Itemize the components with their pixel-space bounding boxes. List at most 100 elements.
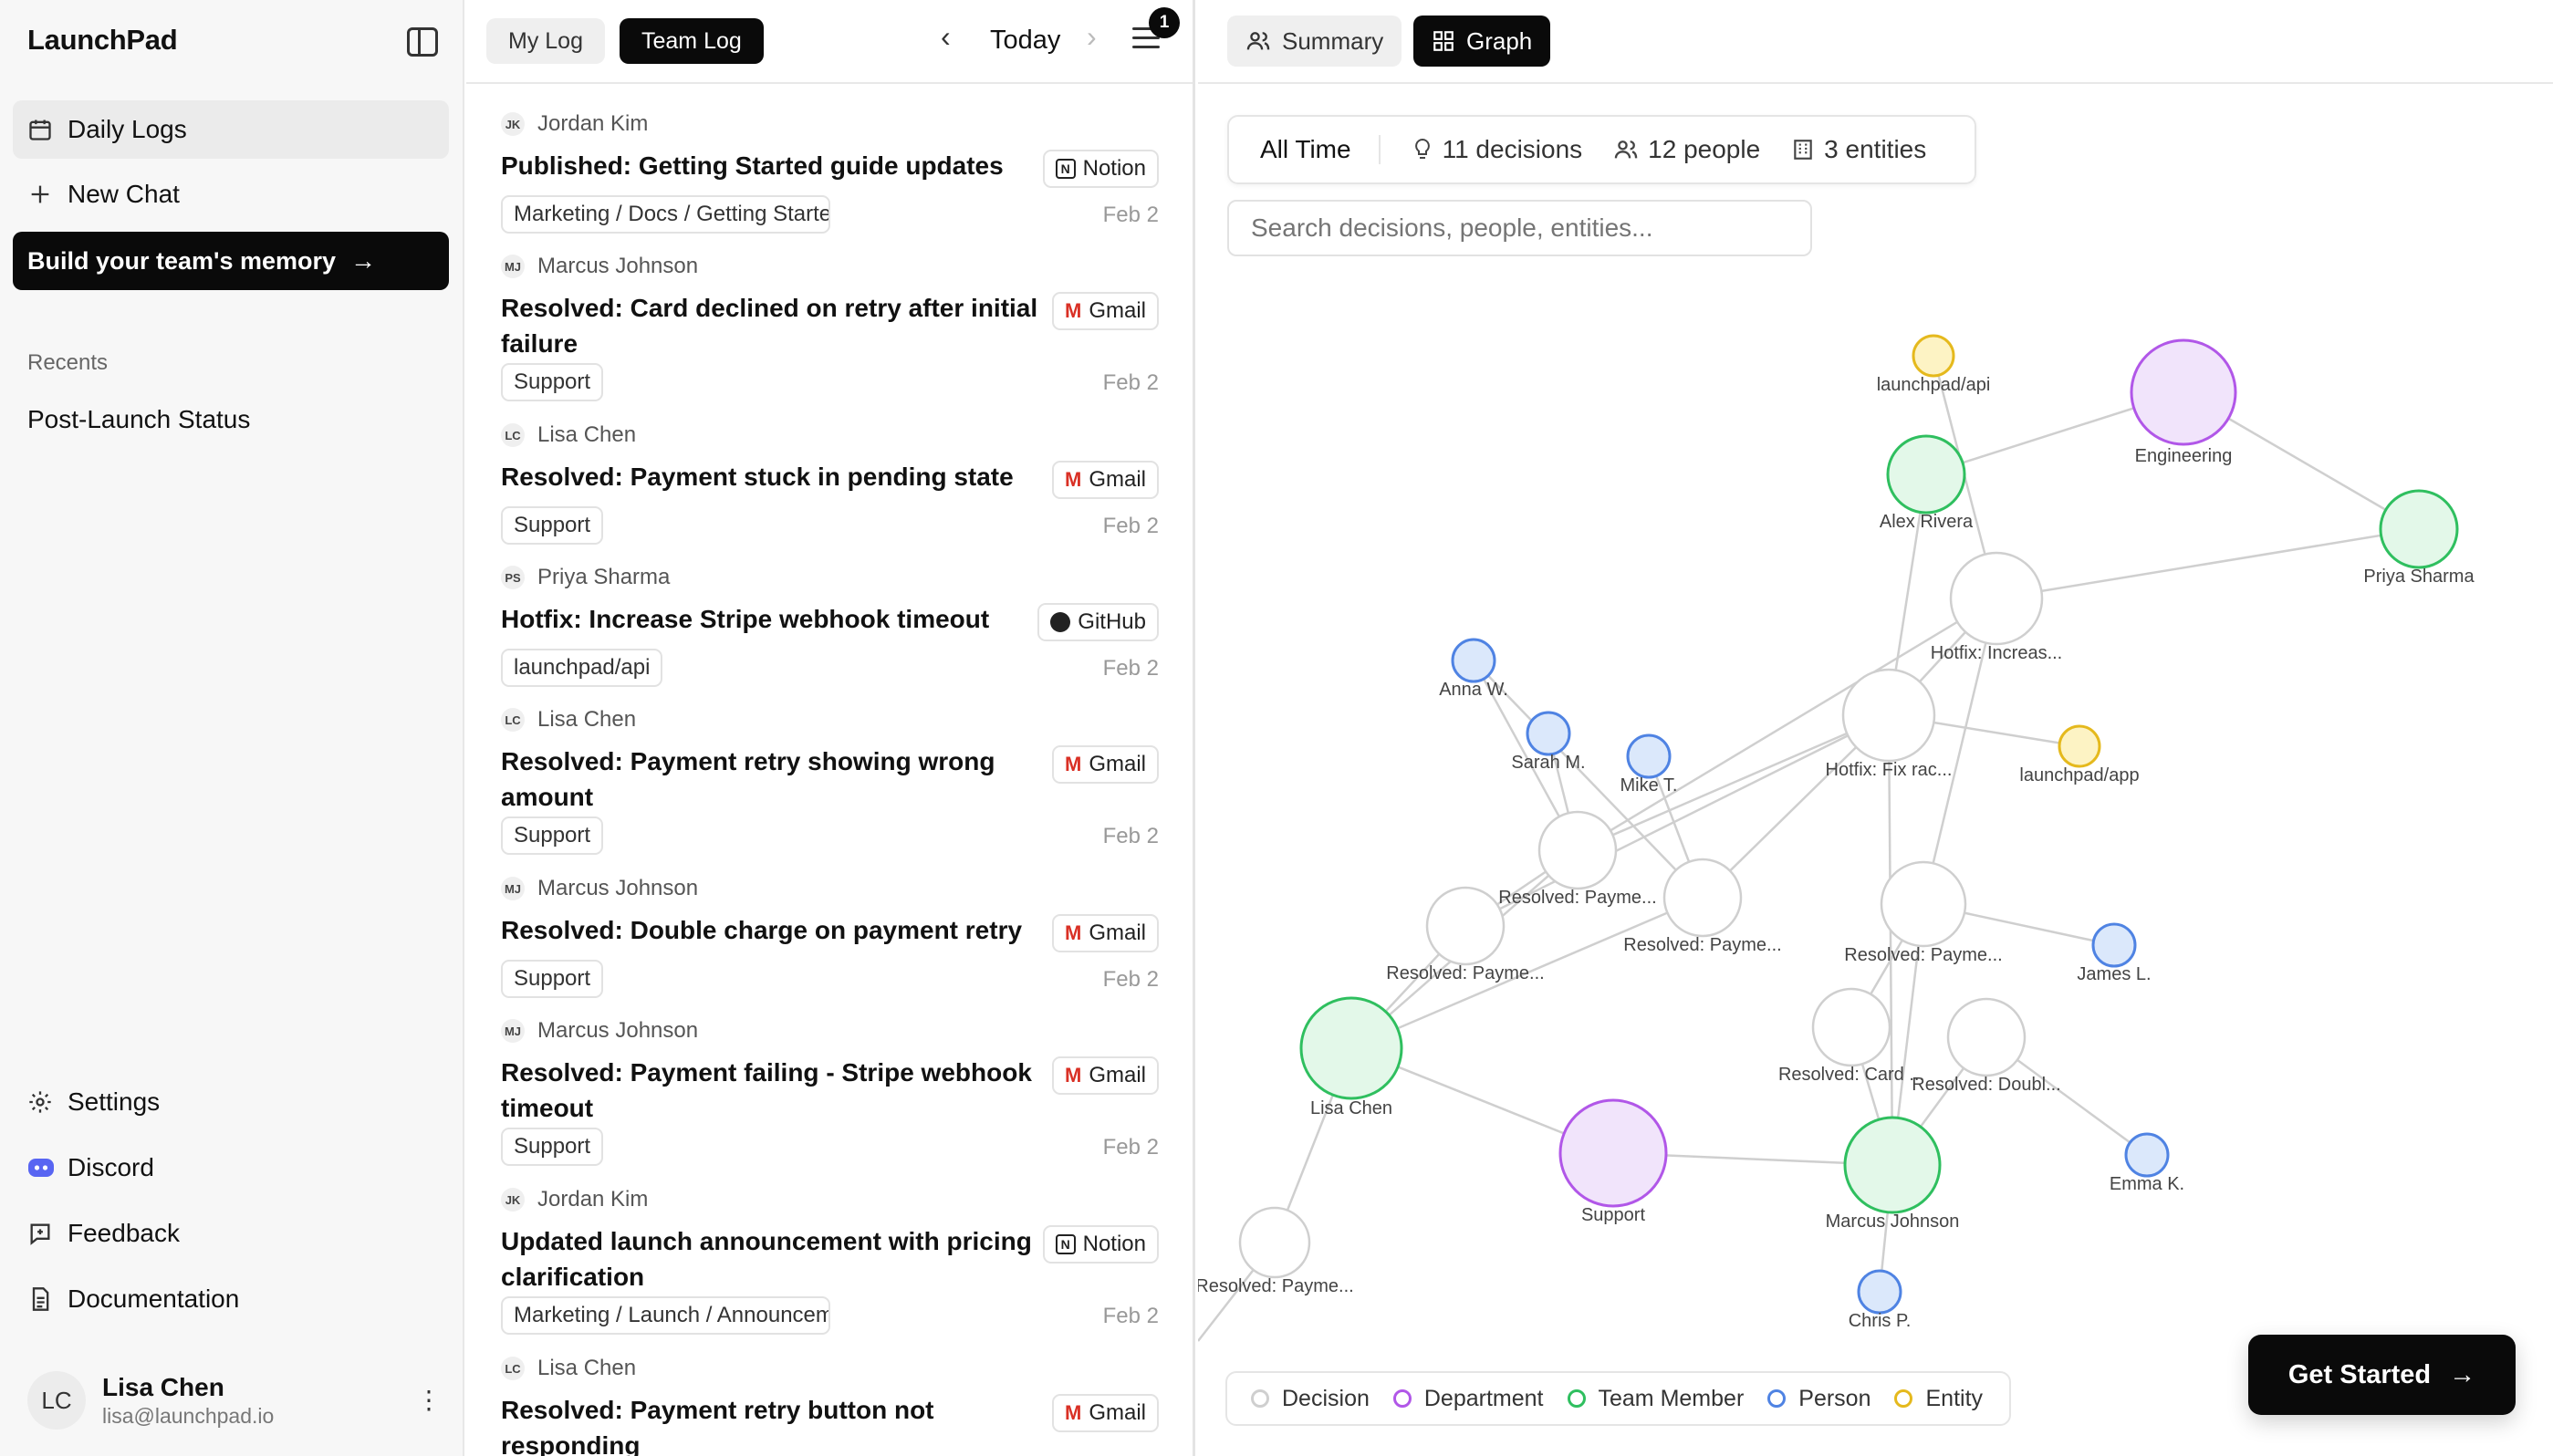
entry-tag[interactable]: Support: [501, 816, 604, 855]
decisions-stat: 11 decisions: [1412, 135, 1582, 164]
sidebar-item-daily-logs[interactable]: Daily Logs: [13, 100, 449, 159]
tab-my-log[interactable]: My Log: [486, 18, 605, 64]
graph-node-entity[interactable]: [1912, 334, 1955, 378]
log-header: My Log Team Log ‹ Today › 1: [466, 0, 1193, 84]
user-profile[interactable]: LC Lisa Chen lisa@launchpad.io ⋮: [27, 1368, 447, 1432]
entry-tag[interactable]: Support: [501, 506, 604, 545]
graph-node-decision[interactable]: [1811, 987, 1891, 1067]
tab-summary[interactable]: Summary: [1227, 16, 1402, 67]
source-badge-gmail[interactable]: M Gmail: [1052, 461, 1159, 499]
graph-node-label: launchpad/api: [1877, 375, 1991, 395]
gear-icon: [27, 1089, 68, 1115]
graph-stats-bar: All Time 11 decisions 12 people 3 entiti…: [1227, 115, 1976, 184]
tab-team-log[interactable]: Team Log: [620, 18, 764, 64]
legend-item-decision: Decision: [1251, 1386, 1370, 1412]
author-avatar: MJ: [501, 877, 525, 900]
source-badge-gmail[interactable]: M Gmail: [1052, 1394, 1159, 1432]
chevron-left-icon[interactable]: ‹: [941, 20, 951, 53]
graph-node-department[interactable]: [2130, 338, 2237, 446]
author-avatar: JK: [501, 112, 525, 136]
graph-node-department[interactable]: [1558, 1098, 1668, 1208]
people-stat: 12 people: [1613, 135, 1760, 164]
graph-node-person[interactable]: [2124, 1132, 2170, 1178]
entry-tag[interactable]: Marketing / Launch / Announcement: [501, 1296, 830, 1335]
graph-node-label: James L.: [2077, 964, 2151, 984]
legend-dot-icon: [1894, 1389, 1913, 1408]
author-name: Marcus Johnson: [537, 876, 699, 900]
graph-node-decision[interactable]: [1841, 668, 1936, 763]
source-badge-gmail[interactable]: M Gmail: [1052, 292, 1159, 330]
chevron-right-icon[interactable]: ›: [1087, 20, 1097, 53]
gmail-icon: M: [1065, 299, 1082, 322]
tab-graph[interactable]: Graph: [1413, 16, 1551, 67]
graph-node-label: Sarah M.: [1511, 753, 1585, 773]
graph-node-decision[interactable]: [1537, 810, 1618, 890]
graph-node-label: Anna W.: [1439, 680, 1508, 700]
graph-node-person[interactable]: [1526, 711, 1571, 756]
graph-node-member[interactable]: [1843, 1116, 1942, 1214]
sidebar-item-feedback[interactable]: Feedback: [13, 1204, 449, 1263]
legend-dot-icon: [1251, 1389, 1269, 1408]
graph-node-label: launchpad/app: [2019, 765, 2139, 785]
source-badge-notion[interactable]: N Notion: [1042, 150, 1159, 188]
graph-node-member[interactable]: [1886, 434, 1966, 515]
sidebar: LaunchPad Daily Logs New Chat Build your…: [0, 0, 464, 1456]
source-badge-github[interactable]: GitHub: [1037, 603, 1159, 641]
graph-node-decision[interactable]: [1949, 551, 2044, 646]
graph-edge: [1922, 598, 1998, 905]
graph-node-person[interactable]: [1451, 638, 1496, 683]
sidebar-item-label: Settings: [68, 1087, 161, 1116]
legend-dot-icon: [1767, 1389, 1787, 1408]
document-icon: [27, 1286, 68, 1312]
entry-tag[interactable]: Support: [501, 960, 604, 998]
entry-tag[interactable]: Support: [501, 1128, 604, 1166]
graph-node-entity[interactable]: [2058, 724, 2101, 768]
graph-node-member[interactable]: [1299, 996, 1403, 1100]
sidebar-item-settings[interactable]: Settings: [13, 1073, 449, 1131]
graph-node-decision[interactable]: [1662, 858, 1743, 938]
tab-summary-label: Summary: [1282, 26, 1384, 55]
sidebar-item-discord[interactable]: Discord: [13, 1139, 449, 1197]
recent-item[interactable]: Post-Launch Status: [27, 405, 251, 433]
entry-tag[interactable]: Marketing / Docs / Getting Started: [501, 195, 830, 234]
user-email: lisa@launchpad.io: [102, 1403, 275, 1428]
graph-node-member[interactable]: [2379, 489, 2459, 569]
graph-search-input[interactable]: [1227, 200, 1812, 256]
tab-graph-label: Graph: [1466, 26, 1533, 55]
graph-node-person[interactable]: [2091, 922, 2137, 968]
get-started-button[interactable]: Get Started →: [2248, 1335, 2516, 1415]
sidebar-item-documentation[interactable]: Documentation: [13, 1270, 449, 1328]
graph-node-label: Resolved: Payme...: [1386, 963, 1544, 983]
relationship-graph[interactable]: launchpad/api Engineering Alex Rivera Priya…: [1198, 0, 2553, 1456]
legend-label: Team Member: [1598, 1385, 1745, 1411]
time-range-filter[interactable]: All Time: [1229, 135, 1381, 164]
graph-node-decision[interactable]: [1238, 1206, 1311, 1279]
graph-edge: [1473, 660, 1704, 899]
sidebar-toggle-icon[interactable]: [407, 27, 438, 57]
more-options-icon[interactable]: ⋮: [416, 1386, 442, 1414]
entry-title: Resolved: Payment retry showing wrong am…: [501, 747, 995, 811]
notification-badge: 1: [1149, 7, 1180, 38]
author-avatar: LC: [501, 423, 525, 447]
source-badge-gmail[interactable]: M Gmail: [1052, 745, 1159, 784]
arrow-right-icon: →: [2449, 1359, 2476, 1389]
build-memory-button[interactable]: Build your team's memory →: [13, 232, 449, 290]
user-name: Lisa Chen: [102, 1372, 224, 1401]
entry-title: Published: Getting Started guide updates: [501, 151, 1004, 180]
entry-date: Feb 2: [1102, 656, 1159, 681]
graph-node-decision[interactable]: [1880, 860, 1967, 948]
entry-tag[interactable]: launchpad/api: [501, 649, 663, 687]
legend-label: Decision: [1282, 1385, 1370, 1411]
graph-node-label: Engineering: [2135, 446, 2233, 466]
source-badge-gmail[interactable]: M Gmail: [1052, 914, 1159, 952]
sidebar-item-new-chat[interactable]: New Chat: [13, 165, 449, 224]
entry-tag[interactable]: Support: [501, 363, 604, 401]
author-name: Jordan Kim: [537, 1187, 649, 1212]
source-badge-notion[interactable]: N Notion: [1042, 1225, 1159, 1264]
graph-node-decision[interactable]: [1946, 997, 2027, 1077]
graph-node-decision[interactable]: [1425, 886, 1506, 966]
source-badge-gmail[interactable]: M Gmail: [1052, 1056, 1159, 1095]
menu-icon[interactable]: [1132, 27, 1160, 55]
graph-node-person[interactable]: [1626, 733, 1672, 779]
graph-node-person[interactable]: [1857, 1269, 1902, 1315]
